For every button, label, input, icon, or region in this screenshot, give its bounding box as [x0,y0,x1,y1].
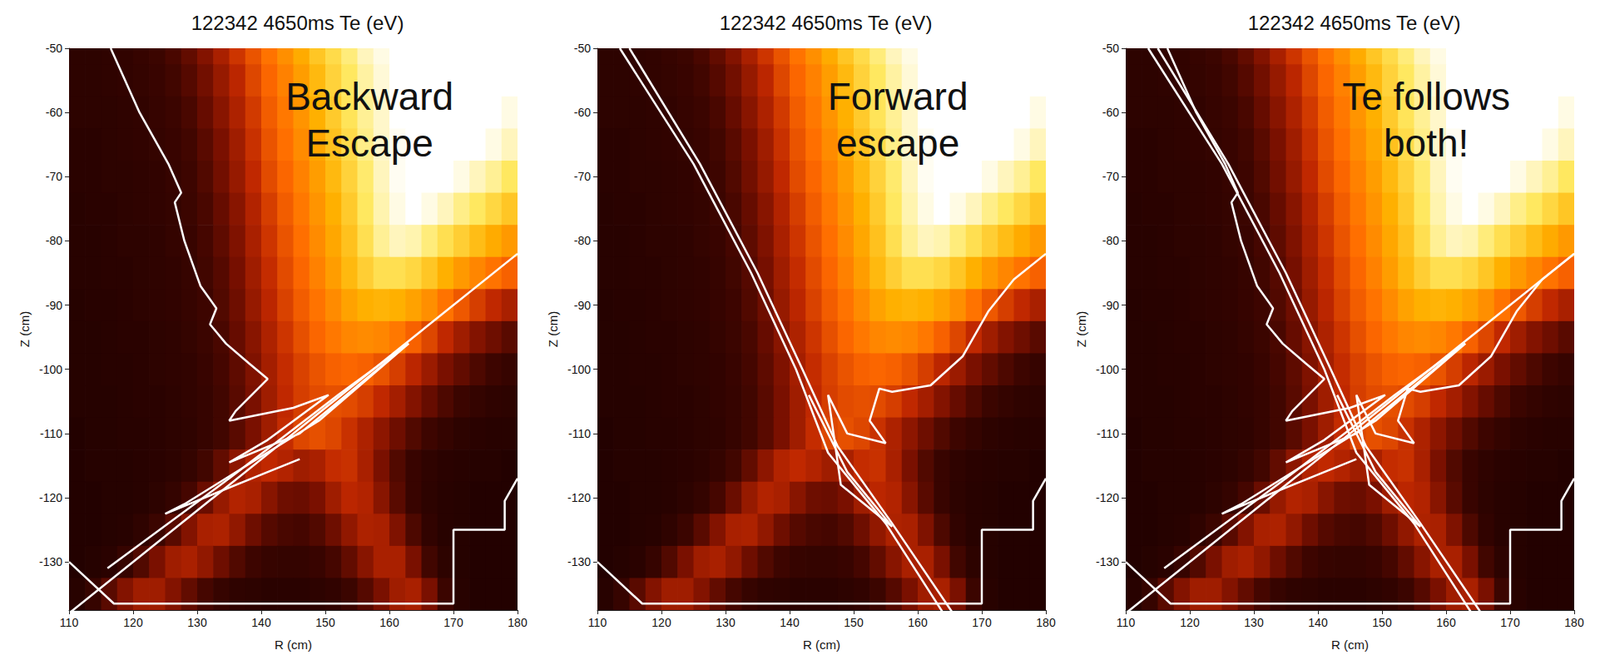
svg-text:R (cm): R (cm) [802,637,841,652]
svg-text:120: 120 [123,615,144,630]
svg-text:-70: -70 [45,169,63,184]
svg-text:-120: -120 [39,490,63,505]
svg-text:-80: -80 [1102,233,1120,248]
svg-text:-100: -100 [567,362,591,377]
svg-text:-100: -100 [39,362,63,377]
svg-text:-120: -120 [1095,490,1120,505]
svg-text:-60: -60 [45,105,63,119]
svg-text:-50: -50 [574,41,591,55]
svg-text:180: 180 [1564,615,1585,630]
svg-text:120: 120 [651,615,672,630]
svg-text:-50: -50 [45,41,63,55]
svg-text:140: 140 [779,615,800,630]
svg-text:110: 110 [588,615,608,630]
svg-text:110: 110 [1116,615,1136,630]
svg-text:-110: -110 [39,426,63,441]
svg-text:130: 130 [715,615,736,630]
svg-text:130: 130 [1243,615,1264,630]
svg-text:140: 140 [1307,615,1328,630]
svg-text:150: 150 [843,615,864,630]
svg-text:-80: -80 [45,233,63,248]
svg-text:-50: -50 [1102,41,1120,55]
svg-text:Backward: Backward [285,74,454,119]
svg-text:160: 160 [907,615,928,630]
svg-text:110: 110 [59,615,80,630]
svg-text:-100: -100 [1095,362,1120,377]
svg-text:122342 4650ms Te (eV): 122342 4650ms Te (eV) [1248,11,1462,35]
svg-text:-90: -90 [1102,298,1120,313]
svg-text:-60: -60 [1102,105,1120,119]
svg-text:122342 4650ms Te (eV): 122342 4650ms Te (eV) [191,11,405,35]
svg-text:Z (cm): Z (cm) [1074,311,1089,347]
svg-text:both!: both! [1383,121,1469,165]
svg-text:Escape: Escape [305,121,433,165]
svg-text:180: 180 [1035,615,1056,630]
svg-text:R (cm): R (cm) [1331,637,1369,652]
svg-text:-90: -90 [45,298,63,313]
svg-text:Z (cm): Z (cm) [17,311,32,347]
svg-text:-80: -80 [574,233,591,248]
svg-text:Z (cm): Z (cm) [545,311,560,347]
svg-text:140: 140 [251,615,272,630]
svg-text:180: 180 [507,615,528,630]
svg-text:122342 4650ms Te (eV): 122342 4650ms Te (eV) [719,11,933,35]
svg-text:-130: -130 [39,554,63,569]
svg-text:150: 150 [315,615,336,630]
svg-text:-90: -90 [574,298,591,313]
svg-text:-70: -70 [1102,169,1120,184]
svg-text:150: 150 [1372,615,1392,630]
svg-text:-70: -70 [574,169,591,184]
svg-text:-60: -60 [574,105,591,119]
svg-text:-130: -130 [1095,554,1120,569]
svg-text:Forward: Forward [827,74,969,119]
svg-text:-110: -110 [1096,426,1120,441]
svg-text:160: 160 [379,615,400,630]
svg-text:-120: -120 [567,490,591,505]
svg-text:130: 130 [187,615,208,630]
svg-text:R (cm): R (cm) [274,637,313,652]
svg-text:170: 170 [1500,615,1521,630]
svg-text:170: 170 [971,615,992,630]
svg-text:-110: -110 [568,426,591,441]
svg-text:escape: escape [836,121,960,165]
svg-text:120: 120 [1179,615,1200,630]
svg-text:-130: -130 [567,554,591,569]
svg-text:Te follows: Te follows [1342,74,1511,119]
svg-text:170: 170 [443,615,464,630]
svg-text:160: 160 [1436,615,1457,630]
